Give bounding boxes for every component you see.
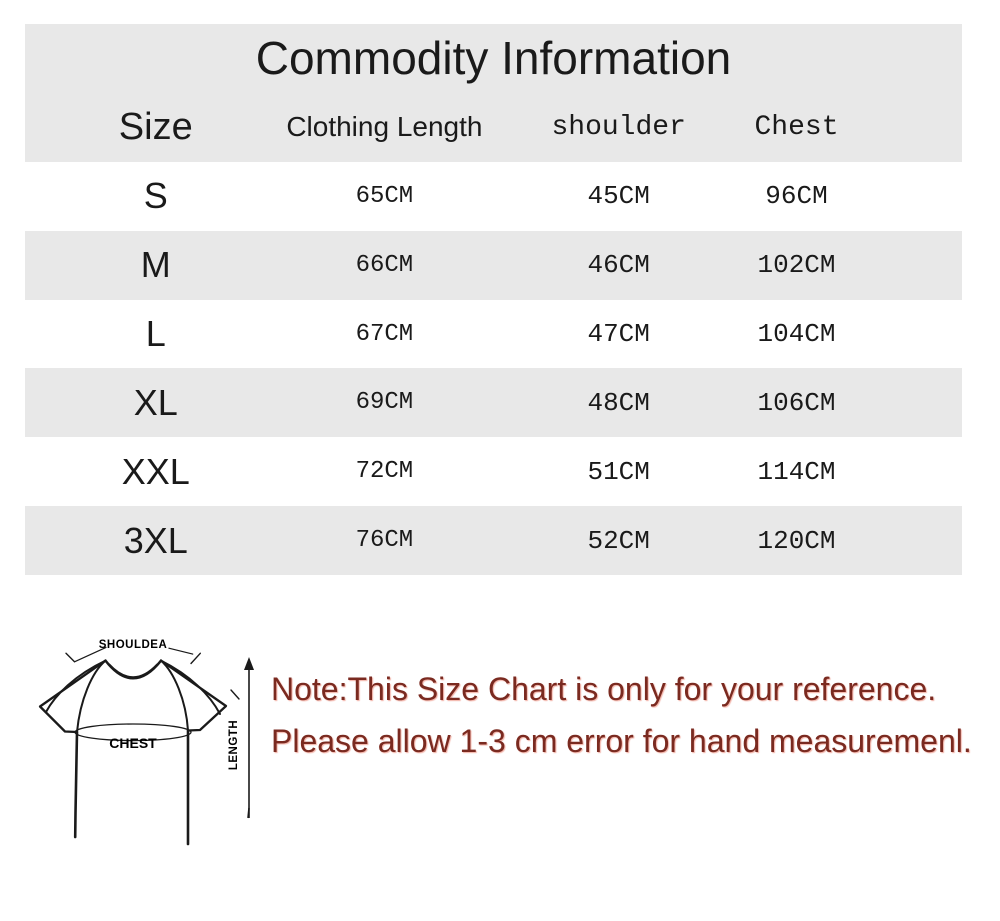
svg-text:SHOULDEA: SHOULDEA [99,639,168,651]
svg-text:LENGTH: LENGTH [228,720,240,770]
svg-text:CHEST: CHEST [109,735,157,751]
